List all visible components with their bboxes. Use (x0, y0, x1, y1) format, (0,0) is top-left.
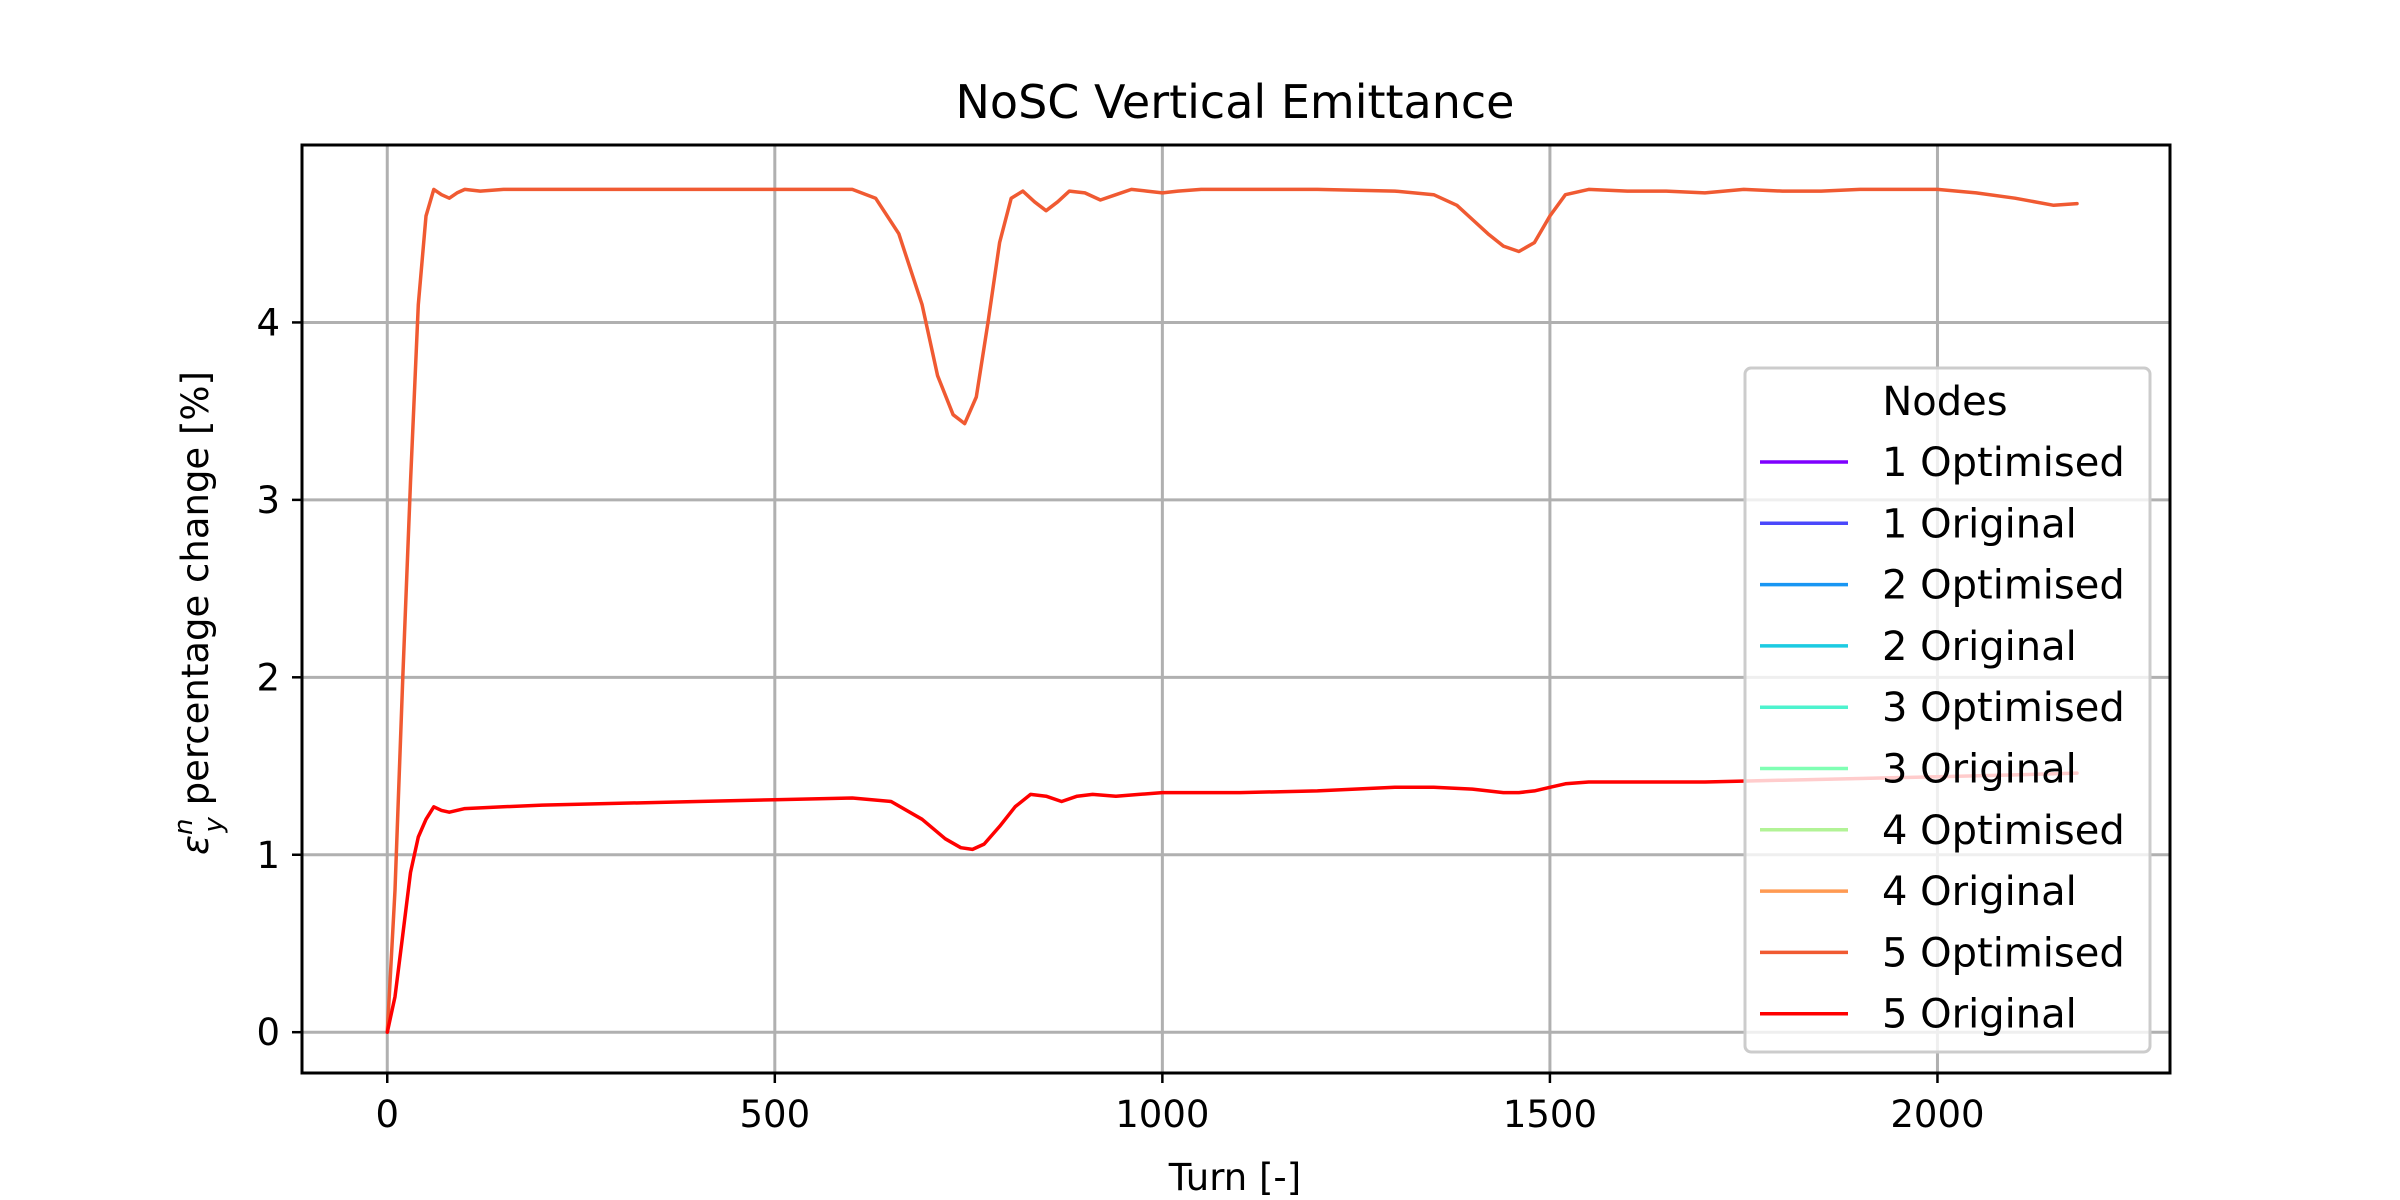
legend-entry: 5 Original (1882, 992, 2077, 1038)
legend-entry: 2 Optimised (1882, 563, 2125, 609)
x-tick-label: 1000 (1115, 1093, 1209, 1136)
x-tick-label: 1500 (1503, 1093, 1597, 1136)
x-tick-label: 0 (375, 1093, 399, 1136)
chart-title: NoSC Vertical Emittance (956, 75, 1515, 129)
x-tick-label: 2000 (1890, 1093, 1984, 1136)
y-axis-label: εny percentage change [%] (169, 371, 229, 855)
legend-entry: 4 Optimised (1882, 808, 2125, 854)
x-axis: 0 500 1000 1500 2000 (375, 1073, 1985, 1136)
y-axis: 0 1 2 3 4 (256, 301, 302, 1054)
series-line-10 (385, 771, 2079, 1034)
legend-title: Nodes (1882, 379, 2007, 425)
legend-entry: 4 Original (1882, 869, 2077, 915)
legend-entry: 1 Optimised (1882, 440, 2125, 486)
y-tick-label: 1 (256, 834, 280, 877)
legend-box (1743, 366, 2152, 1054)
y-tick-label: 2 (256, 656, 280, 699)
y-tick-label: 3 (256, 479, 280, 522)
series-line-9 (385, 187, 2079, 1034)
plot-frame (300, 143, 2172, 1075)
y-tick-label: 0 (256, 1011, 280, 1054)
x-tick-label: 500 (740, 1093, 811, 1136)
legend-entry: 3 Original (1882, 747, 2077, 793)
legend-entry: 3 Optimised (1882, 685, 2125, 731)
legend-entry: 5 Optimised (1882, 930, 2125, 976)
legend: Nodes 1 Optimised 1 Original 2 Optimised 2 … (1743, 366, 2152, 1054)
legend-entry: 2 Original (1882, 624, 2077, 670)
x-axis-label: Turn [-] (1168, 1156, 1301, 1199)
y-tick-label: 4 (256, 301, 280, 344)
legend-entry: 1 Original (1882, 501, 2077, 547)
plot-lines (385, 187, 2079, 1034)
